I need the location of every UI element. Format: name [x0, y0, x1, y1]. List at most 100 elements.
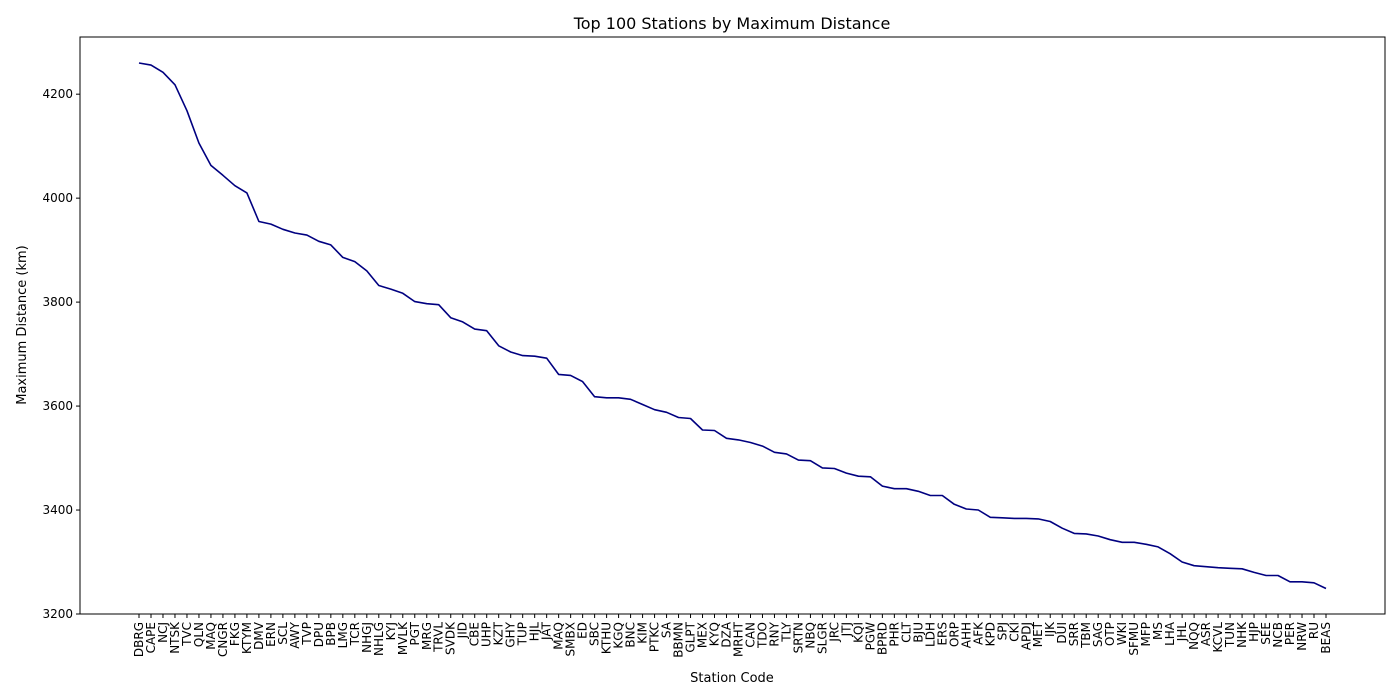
x-tick-label: MFP [1139, 622, 1153, 647]
x-tick-label: HJP [1247, 622, 1261, 642]
data-point [329, 243, 332, 246]
x-tick-label: TCR [348, 622, 362, 646]
x-tick-label: BEAS [1319, 622, 1333, 654]
data-point [1013, 517, 1016, 520]
x-tick-label: BPB [324, 622, 338, 646]
x-tick-label: SCL [276, 622, 290, 645]
x-tick-label: DBRG [132, 622, 146, 657]
data-point [1001, 516, 1004, 519]
data-point [689, 417, 692, 420]
x-tick-label: SRR [1067, 622, 1081, 646]
data-point [377, 284, 380, 287]
x-tick-label: MS [1151, 622, 1165, 640]
data-point [425, 302, 428, 305]
x-tick-label: TDO [755, 622, 769, 649]
x-tick-label: KZT [492, 621, 506, 645]
data-point [869, 475, 872, 478]
data-point [197, 142, 200, 145]
x-tick-label: MAQ [552, 622, 566, 650]
data-point [245, 191, 248, 194]
data-point [629, 398, 632, 401]
data-point [857, 475, 860, 478]
data-point [929, 494, 932, 497]
x-tick-label: GLPT [684, 621, 698, 652]
x-tick-label: KTYM [240, 622, 254, 654]
x-tick-label: RNY [767, 621, 781, 646]
x-tick-label: SEE [1259, 622, 1273, 645]
x-tick-label: APDJ [1019, 622, 1033, 650]
data-point [293, 232, 296, 235]
x-tick-label: PGT [408, 621, 422, 645]
x-tick-label: PHR [887, 622, 901, 647]
x-tick-label: ORP [947, 622, 961, 647]
data-point [1193, 564, 1196, 567]
x-tick-label: DPU [312, 622, 326, 647]
data-point [1085, 532, 1088, 535]
data-point [1217, 566, 1220, 569]
x-tick-label: MET [1031, 621, 1045, 647]
x-tick-label: SAG [1091, 622, 1105, 647]
x-tick-label: NHLG [372, 622, 386, 656]
x-tick-label: NRW [1295, 622, 1309, 651]
data-point [893, 487, 896, 490]
x-tick-label: IJK [1043, 621, 1057, 637]
data-point [905, 487, 908, 490]
x-tick-label: SLGR [815, 622, 829, 654]
x-tick-label: AHH [959, 622, 973, 648]
data-point [221, 174, 224, 177]
data-point [413, 300, 416, 303]
x-tick-label: DUI [1055, 622, 1069, 644]
x-tick-label: JHL [1175, 622, 1189, 643]
data-point [473, 328, 476, 331]
data-point [138, 62, 141, 65]
x-tick-label: WKI [1115, 622, 1129, 645]
data-point [1037, 517, 1040, 520]
data-point [269, 223, 272, 226]
plot-area: 320034003600380040004200DBRGCAPENCJNTSKT… [42, 62, 1333, 658]
data-point [150, 64, 153, 67]
x-tick-label: SA [660, 621, 674, 638]
data-point [1109, 538, 1112, 541]
data-point [281, 228, 284, 231]
x-tick-label: SMBX [564, 622, 578, 656]
data-point [617, 396, 620, 399]
data-point [725, 437, 728, 440]
x-tick-label: JTJ [839, 622, 853, 637]
x-tick-label: JRC [827, 622, 841, 643]
data-point [593, 395, 596, 398]
data-point [977, 509, 980, 512]
x-tick-label: TUP [516, 622, 530, 646]
x-tick-label: CKI [1007, 622, 1021, 642]
x-tick-label: SPJ [995, 622, 1009, 640]
data-point [186, 109, 189, 112]
x-tick-label: KYQ [708, 622, 722, 646]
x-tick-label: ERS [935, 622, 949, 646]
x-tick-label: BJU [911, 622, 925, 643]
data-point [1205, 565, 1208, 568]
data-point [1241, 567, 1244, 570]
x-tick-label: DMV [252, 621, 266, 650]
x-tick-label: TBM [1079, 622, 1093, 649]
x-tick-label: NHGJ [360, 622, 374, 653]
data-point [737, 438, 740, 441]
data-point [521, 354, 524, 357]
x-tick-label: SBC [588, 622, 602, 646]
data-point [1061, 527, 1064, 530]
data-point [437, 303, 440, 306]
data-point [677, 416, 680, 419]
data-point [701, 429, 704, 432]
x-tick-label: ED [576, 622, 590, 639]
x-tick-label: PER [1283, 622, 1297, 645]
x-tick-label: ERN [264, 622, 278, 647]
data-point [257, 220, 260, 223]
data-point [569, 374, 572, 377]
x-tick-label: JAT [540, 621, 554, 641]
x-tick-label: KIM [636, 622, 650, 644]
data-point [174, 83, 177, 86]
data-point [941, 494, 944, 497]
x-tick-label: PGW [863, 622, 877, 651]
data-point [1313, 581, 1316, 584]
x-tick-label: NCB [1271, 622, 1285, 648]
data-point [557, 373, 560, 376]
